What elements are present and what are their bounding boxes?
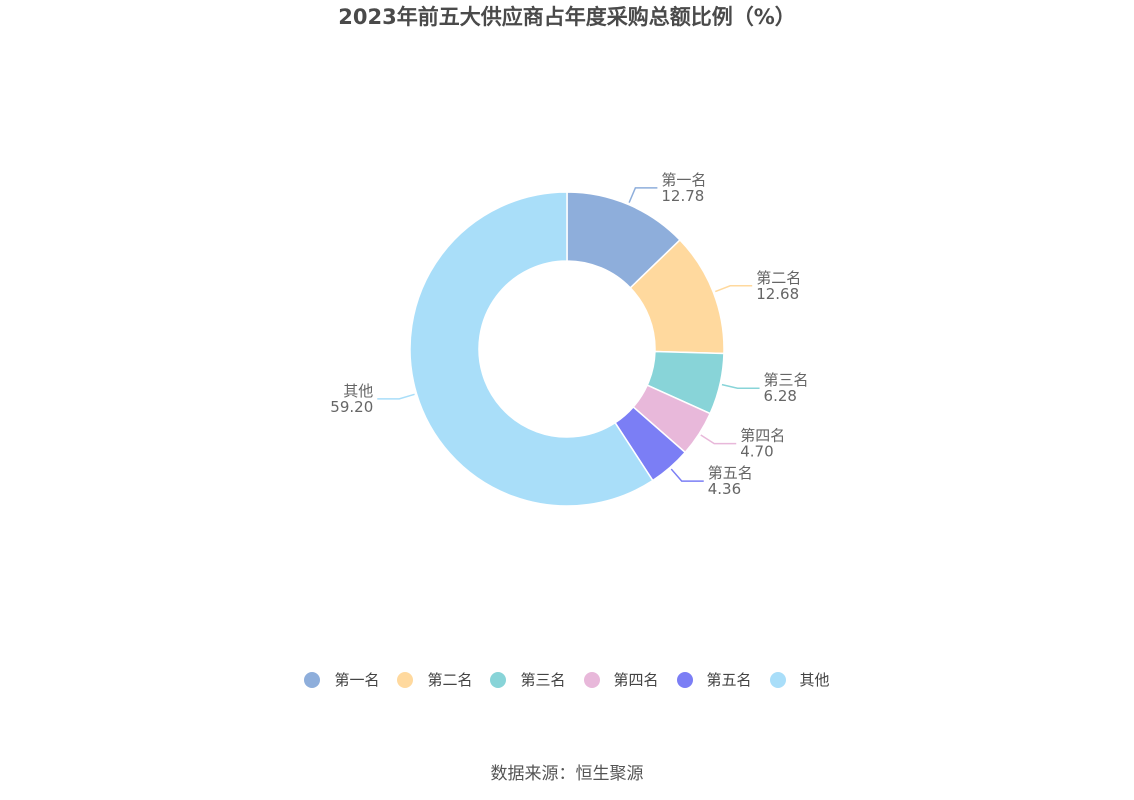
slice-value-5: 4.36 — [708, 480, 741, 498]
pie-slice-6[interactable] — [409, 191, 654, 507]
leader-line-3 — [721, 383, 760, 389]
leader-line-4 — [700, 434, 737, 445]
leader-line-6 — [377, 393, 415, 400]
legend-item-4[interactable]: 第四名 — [583, 670, 659, 690]
legend-label: 第三名 — [520, 671, 566, 689]
legend-swatch-icon — [304, 672, 321, 688]
legend-item-6[interactable]: 其他 — [769, 670, 830, 690]
slice-label-2: 第二名 — [756, 269, 801, 287]
slice-label-1: 第一名 — [661, 171, 706, 189]
legend-label: 第五名 — [706, 671, 752, 689]
chart-title: 2023年前五大供应商占年度采购总额比例（%） — [338, 5, 796, 29]
legend-swatch-icon — [583, 672, 600, 688]
legend-label: 其他 — [799, 671, 830, 689]
leader-line-1 — [628, 187, 658, 203]
slice-label-6: 其他 — [343, 382, 373, 400]
legend-item-2[interactable]: 第二名 — [397, 670, 472, 690]
slice-value-1: 12.78 — [661, 187, 704, 205]
slice-value-2: 12.68 — [756, 285, 799, 303]
legend-swatch-icon — [769, 672, 786, 688]
legend-label: 第二名 — [427, 671, 473, 689]
data-source: 数据来源：恒生聚源 — [490, 764, 644, 784]
leader-line-2 — [715, 285, 753, 293]
legend-item-1[interactable]: 第一名 — [304, 670, 379, 690]
slice-label-5: 第五名 — [708, 464, 753, 482]
legend-label: 第四名 — [613, 671, 659, 689]
chart-legend: 第一名 第二名 第三名 第四名 第五名 其他 — [0, 667, 1134, 693]
slice-value-3: 6.28 — [764, 387, 797, 405]
legend-item-3[interactable]: 第三名 — [490, 670, 566, 690]
slice-label-3: 第三名 — [764, 371, 809, 389]
legend-item-5[interactable]: 第五名 — [676, 670, 752, 690]
slice-value-6: 59.20 — [330, 398, 373, 416]
slice-label-4: 第四名 — [740, 427, 785, 445]
leader-line-5 — [670, 468, 704, 482]
legend-swatch-icon — [676, 672, 693, 688]
slice-value-4: 4.70 — [740, 443, 773, 461]
legend-swatch-icon — [397, 672, 414, 688]
legend-swatch-icon — [490, 672, 507, 688]
legend-label: 第一名 — [334, 671, 380, 689]
